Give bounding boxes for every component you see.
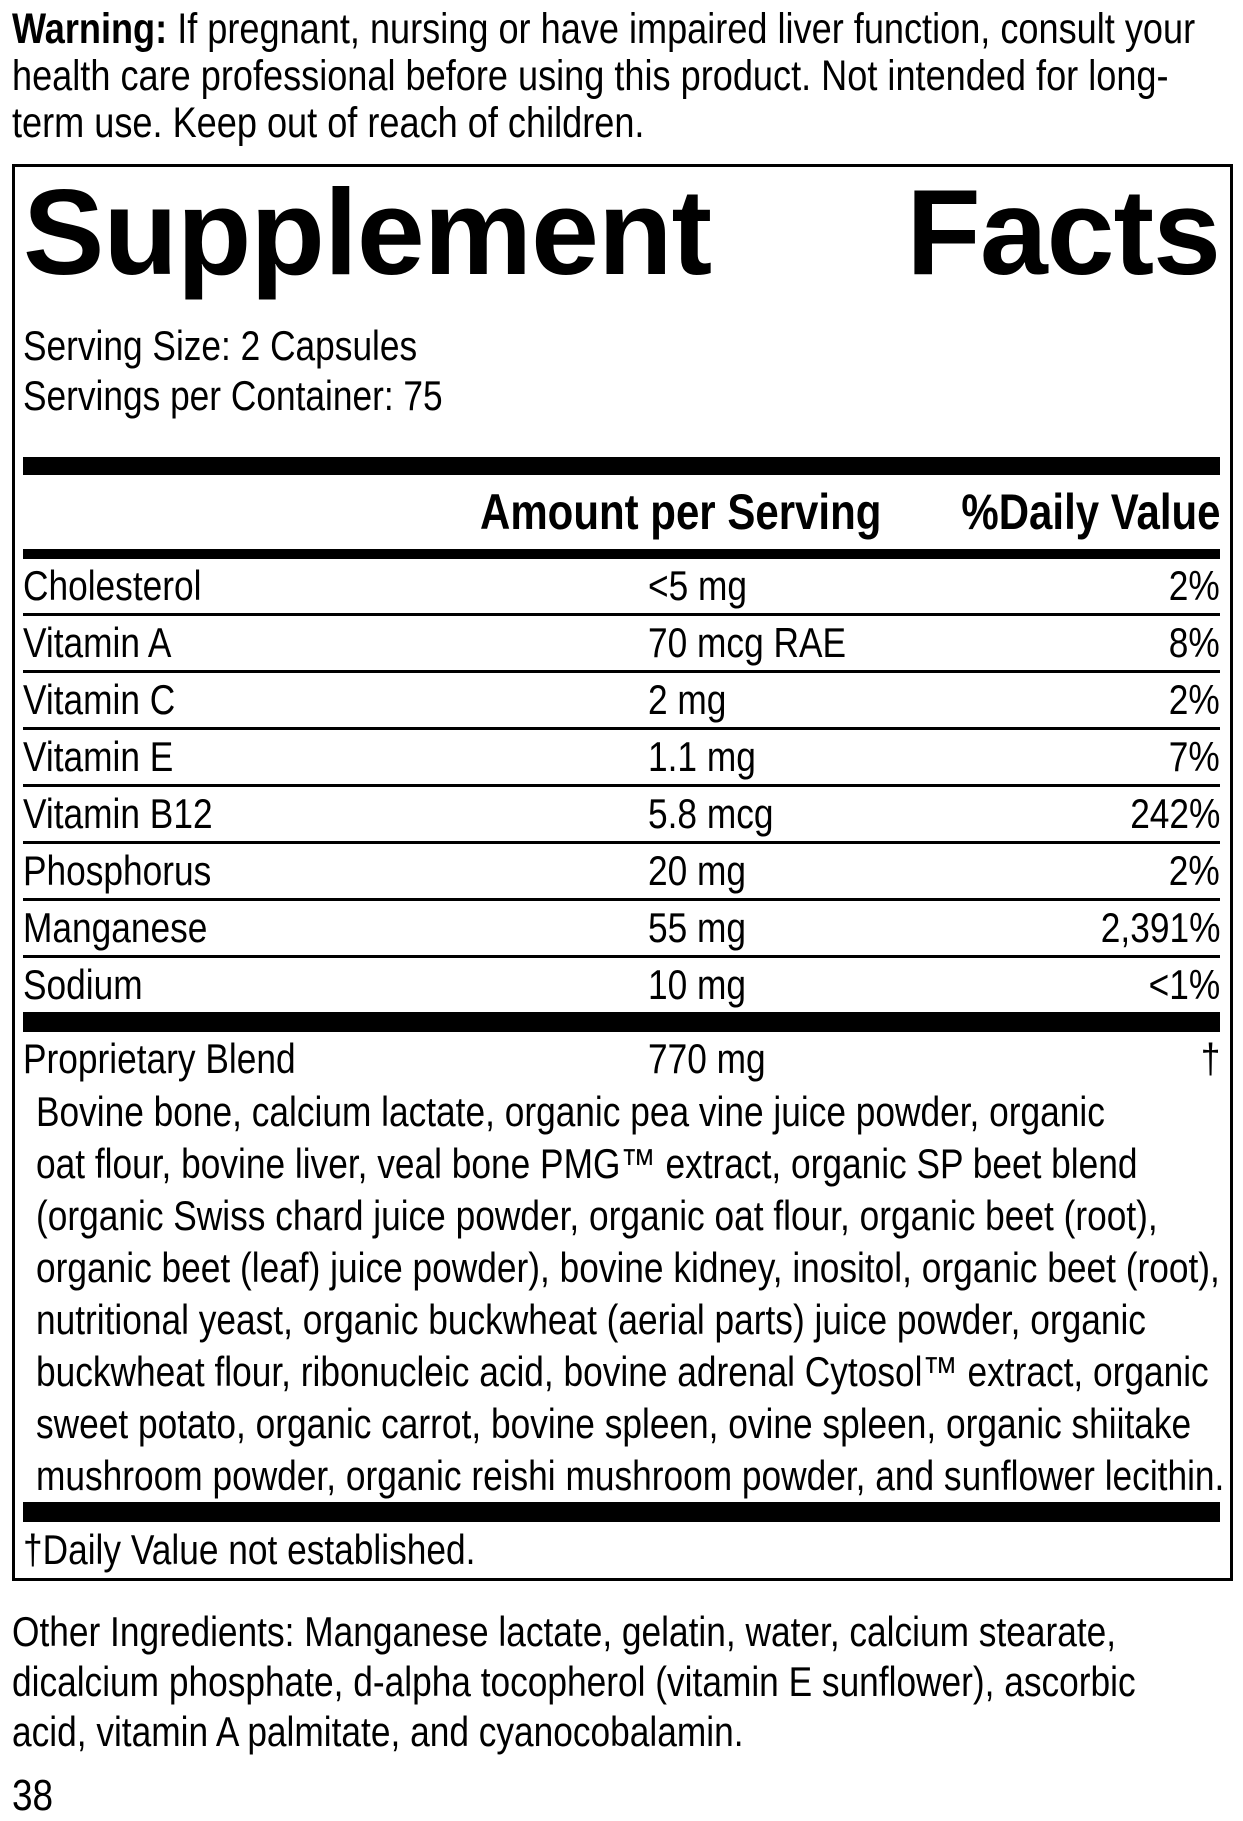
nutrient-amount: 10 mg xyxy=(648,961,747,1008)
nutrient-daily-value: 2% xyxy=(1169,847,1220,894)
daily-value-footnote: †Daily Value not established. xyxy=(23,1526,476,1573)
serving-info: Serving Size: 2 Capsules Servings per Co… xyxy=(23,321,1220,435)
proprietary-blend-ingredients: Bovine bone, calcium lactate, organic pe… xyxy=(23,1086,1225,1502)
amount-column-header: Amount per Serving xyxy=(480,484,882,540)
nutrient-amount: 1.1 mg xyxy=(648,733,756,780)
warning-line: Warning: If pregnant, nursing or have im… xyxy=(12,6,1233,53)
nutrient-amount: 2 mg xyxy=(648,676,727,723)
table-row: Vitamin B12 5.8 mcg 242% xyxy=(23,787,1220,844)
blend-line: buckwheat flour, ribonucleic acid, bovin… xyxy=(36,1348,1209,1395)
blend-line: oat flour, bovine liver, veal bone PMG™ … xyxy=(36,1140,1138,1187)
nutrient-label: Proprietary Blend xyxy=(23,1035,296,1082)
nutrient-daily-value: 2% xyxy=(1169,562,1220,609)
panel-title-right: Facts xyxy=(906,164,1221,300)
nutrient-label: Phosphorus xyxy=(23,847,212,894)
warning-line: health care professional before using th… xyxy=(12,52,1169,100)
page-number: 38 xyxy=(12,1771,54,1820)
nutrient-label: Cholesterol xyxy=(23,562,202,609)
table-row: Vitamin E 1.1 mg 7% xyxy=(23,730,1220,787)
blend-line: Bovine bone, calcium lactate, organic pe… xyxy=(36,1088,1105,1135)
nutrient-daily-value: <1% xyxy=(1148,961,1220,1008)
table-row: Cholesterol <5 mg 2% xyxy=(23,559,1220,616)
nutrient-label: Vitamin C xyxy=(23,676,176,723)
blend-line: organic beet (leaf) juice powder), bovin… xyxy=(36,1244,1220,1291)
other-ingredients-line: acid, vitamin A palmitate, and cyanocoba… xyxy=(12,1708,744,1755)
warning-line-text: If pregnant, nursing or have impaired li… xyxy=(177,5,1196,53)
nutrient-daily-value: 2% xyxy=(1169,676,1220,723)
nutrient-label: Vitamin E xyxy=(23,733,174,780)
serving-size: Serving Size: 2 Capsules xyxy=(23,322,418,369)
nutrient-label: Vitamin A xyxy=(23,619,172,666)
table-column-header: Amount per Serving %Daily Value xyxy=(23,475,1220,549)
table-row: Phosphorus 20 mg 2% xyxy=(23,844,1220,901)
table-row: Sodium 10 mg <1% xyxy=(23,958,1220,1012)
daily-value-column-header: %Daily Value xyxy=(960,484,1220,540)
nutrient-amount: 70 mcg RAE xyxy=(648,619,847,666)
nutrient-daily-value: 242% xyxy=(1129,790,1220,837)
panel-title: Supplement Facts xyxy=(23,164,1221,300)
divider-bar-medium xyxy=(23,549,1220,559)
blend-line: mushroom powder, organic reishi mushroom… xyxy=(36,1452,1225,1499)
warning-label: Warning: xyxy=(12,5,168,53)
divider-bar-thick xyxy=(23,1502,1220,1522)
proprietary-blend-row: Proprietary Blend 770 mg † xyxy=(23,1032,1220,1086)
table-row: Manganese 55 mg 2,391% xyxy=(23,901,1220,958)
divider-bar-thick xyxy=(23,1012,1220,1032)
nutrient-label: Vitamin B12 xyxy=(23,790,213,837)
nutrient-daily-value: 7% xyxy=(1169,733,1220,780)
nutrient-daily-value: 2,391% xyxy=(1100,904,1220,951)
nutrient-amount: <5 mg xyxy=(648,562,748,609)
nutrient-amount: 55 mg xyxy=(648,904,747,951)
servings-per-container: Servings per Container: 75 xyxy=(23,372,443,419)
nutrient-daily-value: 8% xyxy=(1169,619,1220,666)
blend-line: nutritional yeast, organic buckwheat (ae… xyxy=(36,1296,1146,1343)
blend-line: (organic Swiss chard juice powder, organ… xyxy=(36,1192,1158,1239)
nutrient-amount: 5.8 mcg xyxy=(648,790,774,837)
supplement-facts-panel: Supplement Facts Serving Size: 2 Capsule… xyxy=(12,164,1233,1581)
panel-title-left: Supplement xyxy=(23,164,712,300)
dagger-symbol: † xyxy=(1200,1035,1220,1082)
other-ingredients: Other Ingredients: Manganese lactate, ge… xyxy=(12,1607,1233,1757)
table-row: Vitamin C 2 mg 2% xyxy=(23,673,1220,730)
blend-line: sweet potato, organic carrot, bovine spl… xyxy=(36,1400,1192,1447)
nutrient-amount: 20 mg xyxy=(648,847,747,894)
nutrient-label: Manganese xyxy=(23,904,208,951)
warning-text: Warning: If pregnant, nursing or have im… xyxy=(12,6,1233,147)
table-row: Vitamin A 70 mcg RAE 8% xyxy=(23,616,1220,673)
divider-bar-thick xyxy=(23,457,1220,475)
warning-line: term use. Keep out of reach of children. xyxy=(12,99,645,147)
nutrient-label: Sodium xyxy=(23,961,143,1008)
other-ingredients-line: Other Ingredients: Manganese lactate, ge… xyxy=(12,1608,1117,1655)
nutrient-amount: 770 mg xyxy=(648,1035,766,1082)
other-ingredients-line: dicalcium phosphate, d-alpha tocopherol … xyxy=(12,1658,1136,1705)
